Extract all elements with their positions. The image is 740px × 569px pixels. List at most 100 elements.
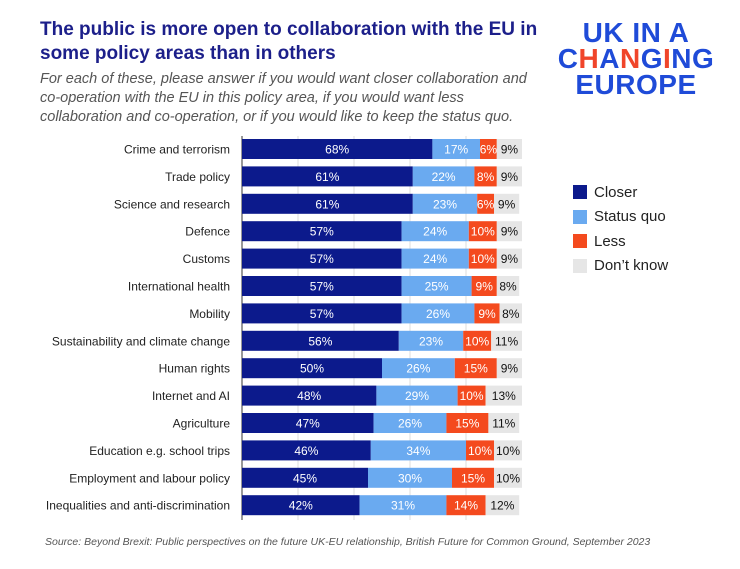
data-label: 57% <box>310 252 334 266</box>
data-label: 8% <box>502 307 520 321</box>
bar-segment <box>494 467 522 488</box>
bar-segment <box>432 139 480 159</box>
bar-segment <box>454 358 497 379</box>
bar-segment <box>242 358 382 379</box>
data-label: 47% <box>296 417 320 431</box>
category-label: Agriculture <box>173 417 231 431</box>
data-label: 68% <box>325 143 349 157</box>
legend-item: Status quo <box>573 205 668 230</box>
data-label: 9% <box>501 143 519 157</box>
bar-segment <box>242 413 374 433</box>
data-label: 6% <box>477 197 495 211</box>
data-label: 50% <box>300 362 324 376</box>
data-label: 10% <box>465 334 489 348</box>
bar-segment <box>242 166 413 187</box>
data-label: 9% <box>476 280 494 294</box>
uk-in-a-changing-europe-logo: UK IN A CHANGING EUROPE <box>557 17 715 100</box>
data-label: 26% <box>406 362 430 376</box>
data-label: 9% <box>501 170 519 184</box>
bar-segment <box>496 139 522 159</box>
legend-item: Less <box>573 229 668 254</box>
data-label: 56% <box>308 334 332 348</box>
bar-segment <box>242 248 402 269</box>
bar-segment <box>494 193 520 214</box>
data-label: 31% <box>391 499 415 513</box>
bar-segment <box>474 303 500 324</box>
data-label: 10% <box>471 225 495 239</box>
bar-segment <box>242 385 377 406</box>
data-label: 15% <box>455 417 479 431</box>
bar-segment <box>485 495 520 516</box>
legend-label: Status quo <box>594 208 666 226</box>
bar-segment <box>401 303 475 324</box>
bar-segment <box>471 276 497 296</box>
data-label: 45% <box>293 471 317 485</box>
bar-segment <box>446 413 489 433</box>
data-label: 8% <box>499 280 517 294</box>
legend-label: Don’t know <box>594 257 669 275</box>
bar-segment <box>496 221 522 242</box>
data-label: 9% <box>478 307 496 321</box>
bar-segment <box>494 440 522 461</box>
data-label: 24% <box>423 252 447 266</box>
data-label: 6% <box>480 143 498 157</box>
legend-item: Don’t know <box>573 254 668 279</box>
category-label: Mobility <box>189 307 230 321</box>
data-label: 9% <box>498 197 516 211</box>
bar-segment <box>468 248 497 269</box>
bar-segment <box>412 193 478 214</box>
source-note: Source: Beyond Brexit: Public perspectiv… <box>45 536 651 548</box>
data-label: 17% <box>444 143 468 157</box>
category-label: Human rights <box>159 362 230 376</box>
bar-segment <box>496 166 522 187</box>
data-label: 34% <box>406 444 430 458</box>
bar-segment <box>242 276 402 296</box>
data-label: 61% <box>315 170 339 184</box>
legend-swatch <box>573 185 587 200</box>
bar-segment <box>242 440 371 461</box>
legend-swatch <box>573 234 587 249</box>
bar-segment <box>382 358 455 379</box>
bar-segment <box>376 385 458 406</box>
legend-item: Closer <box>573 180 668 205</box>
bar-segment <box>242 495 360 516</box>
bar-segment <box>491 330 522 351</box>
bar-segment <box>474 166 497 187</box>
legend-label: Closer <box>594 183 638 201</box>
data-label: 61% <box>315 197 339 211</box>
data-label: 23% <box>433 197 457 211</box>
data-label: 25% <box>425 280 449 294</box>
bar-segment <box>401 248 469 269</box>
data-label: 48% <box>297 389 321 403</box>
data-label: 24% <box>423 225 447 239</box>
bar-segment <box>242 303 402 324</box>
bar-segment <box>242 330 399 351</box>
data-label: 42% <box>289 499 313 513</box>
data-label: 10% <box>468 444 492 458</box>
bar-segment <box>477 193 494 214</box>
data-label: 15% <box>464 362 488 376</box>
bar-segment <box>359 495 447 516</box>
data-label: 57% <box>310 307 334 321</box>
bar-segment <box>488 413 520 433</box>
data-label: 9% <box>501 225 519 239</box>
data-label: 11% <box>495 334 518 348</box>
bar-segment <box>452 467 494 488</box>
bar-segment <box>370 440 466 461</box>
bar-segment <box>466 440 494 461</box>
category-label: Education e.g. school trips <box>89 444 230 458</box>
data-label: 46% <box>294 444 318 458</box>
data-label: 15% <box>461 471 485 485</box>
bar-segment <box>368 467 452 488</box>
chart-header: The public is more open to collaboration… <box>40 18 545 127</box>
data-label: 22% <box>432 170 456 184</box>
bar-segment <box>496 248 522 269</box>
bar-segment <box>496 276 520 296</box>
chart-title: The public is more open to collaboration… <box>40 19 538 64</box>
data-label: 57% <box>310 280 334 294</box>
legend-swatch <box>573 209 587 224</box>
data-label: 10% <box>460 389 484 403</box>
bar-segment <box>401 221 469 242</box>
